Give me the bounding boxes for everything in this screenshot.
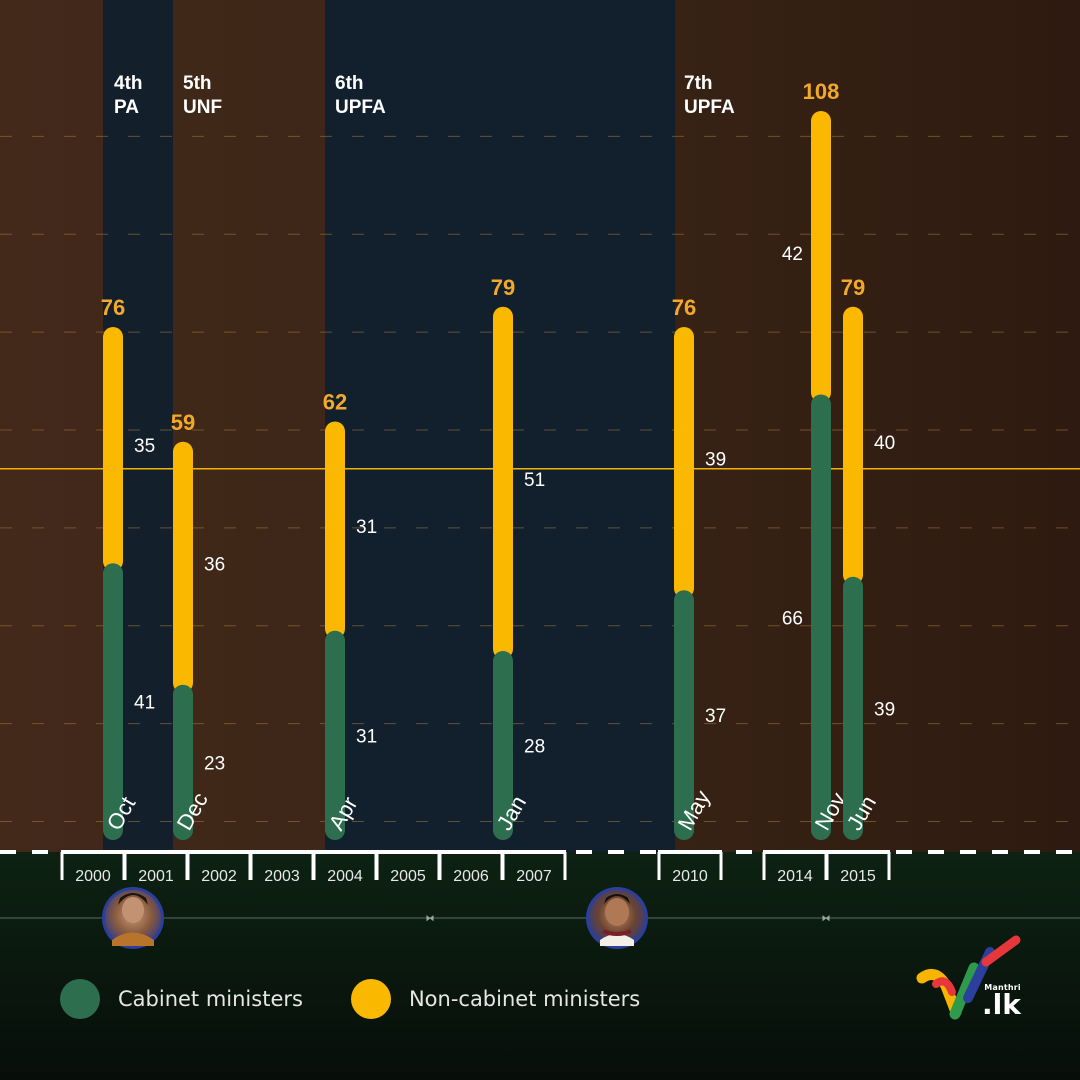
noncabinet-label: 39	[705, 450, 726, 471]
noncabinet-segment	[103, 327, 123, 572]
noncabinet-label: 31	[356, 517, 377, 538]
cabinet-label: 31	[356, 726, 377, 747]
noncabinet-swatch	[350, 979, 391, 1019]
parliament-number: 6th	[335, 73, 364, 94]
noncabinet-segment	[493, 306, 513, 659]
legend-label-noncabinet: Non-cabinet ministers	[408, 987, 641, 1011]
year-label: 2007	[516, 868, 552, 885]
year-label: 2015	[840, 868, 876, 885]
parliament-label: 5th UNF	[183, 73, 222, 118]
total-label: 76	[672, 295, 696, 320]
parliament-party: UPFA	[335, 97, 386, 118]
cabinet-segment	[173, 684, 193, 840]
total-label: 59	[171, 410, 195, 435]
total-label: 79	[491, 275, 515, 300]
legend: Cabinet ministers Non-cabinet ministers	[60, 978, 640, 1020]
cabinet-segment	[493, 651, 513, 840]
logo-small-text: Manthri	[984, 983, 1021, 992]
timeline-marker: ⧓	[822, 914, 831, 924]
noncabinet-label: 35	[134, 436, 155, 457]
manthri-logo-mark	[916, 935, 1021, 1020]
noncabinet-segment	[674, 327, 694, 599]
year-label: 2014	[777, 868, 813, 885]
year-label: 2005	[390, 868, 426, 885]
noncabinet-label: 51	[524, 470, 545, 491]
cabinet-segment	[843, 576, 863, 840]
noncabinet-segment	[173, 441, 193, 693]
parliament-party: PA	[114, 97, 139, 118]
legend-item-cabinet: Cabinet ministers	[60, 979, 303, 1019]
cabinet-label: 41	[134, 693, 155, 714]
parliament-labels: 4th PA 5th UNF 6th UPFA 7th UPFA	[114, 73, 735, 118]
parliament-number: 7th	[684, 73, 713, 94]
cabinet-segment	[103, 563, 123, 840]
legend-label-cabinet: Cabinet ministers	[118, 987, 303, 1011]
cabinet-segment	[674, 590, 694, 840]
total-label: 62	[323, 390, 347, 415]
year-label: 2003	[264, 868, 300, 885]
parliament-label: 7th UPFA	[684, 73, 735, 118]
cabinet-label: 28	[524, 737, 545, 758]
cabinet-label: 39	[874, 699, 895, 720]
timeline-marker: ⧓	[426, 914, 435, 924]
total-label: 108	[803, 79, 840, 104]
year-label: 2002	[201, 868, 237, 885]
leader-portrait-2	[586, 887, 648, 949]
parliament-party: UNF	[183, 97, 222, 118]
logo-big-text: .lk	[982, 988, 1021, 1021]
noncabinet-label: 40	[874, 433, 895, 454]
year-label: 2006	[453, 868, 489, 885]
parliament-number: 4th	[114, 73, 143, 94]
noncabinet-label: 42	[782, 244, 803, 265]
parliament-label: 6th UPFA	[335, 73, 386, 118]
year-axis: 2000 2001 2002 2003 2004 2005 2006 2007 2010 2014…	[0, 850, 1080, 885]
cabinet-label: 37	[705, 706, 726, 727]
leader-timeline: ⧓ ⧓	[0, 887, 1080, 949]
footer-background	[0, 852, 1080, 1080]
year-label: 2010	[672, 868, 708, 885]
noncabinet-segment	[325, 421, 345, 639]
total-label: 79	[841, 275, 865, 300]
cabinet-label: 66	[782, 608, 803, 629]
legend-item-noncabinet: Non-cabinet ministers	[350, 979, 641, 1019]
noncabinet-segment	[811, 111, 831, 403]
cabinet-segment	[811, 394, 831, 840]
cabinet-label: 23	[204, 753, 225, 774]
parliament-number: 5th	[183, 73, 212, 94]
leader-portrait-1	[102, 887, 164, 949]
parliament-party: UPFA	[684, 97, 735, 118]
cabinet-segment	[325, 630, 345, 840]
year-label: 2000	[75, 868, 111, 885]
manthri-logo-text: Manthri .lk	[982, 983, 1021, 1021]
noncabinet-label: 36	[204, 554, 225, 575]
parliament-label: 4th PA	[114, 73, 143, 118]
year-label: 2001	[138, 868, 174, 885]
total-label: 76	[101, 295, 125, 320]
cabinet-swatch	[60, 979, 100, 1019]
year-label: 2004	[327, 868, 363, 885]
noncabinet-segment	[843, 306, 863, 585]
